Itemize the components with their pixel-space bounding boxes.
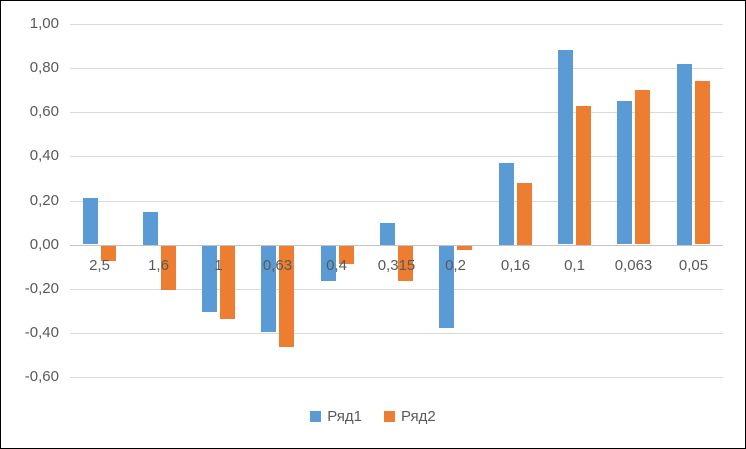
bar-series2-cat10	[635, 90, 650, 244]
x-axis-label: 2,5	[89, 257, 110, 274]
gridline	[70, 68, 723, 69]
bar-series1-cat11	[677, 64, 692, 245]
gridline	[70, 156, 723, 157]
y-axis-label: 1,00	[29, 15, 59, 32]
x-axis-label: 0,16	[500, 257, 531, 274]
x-axis-label: 0,315	[377, 257, 416, 274]
x-axis-label: 0,1	[564, 257, 585, 274]
bar-series1-cat2	[143, 212, 158, 245]
legend-item-1: Ряд1	[310, 408, 362, 425]
bar-series2-cat6	[398, 246, 413, 281]
bar-series2-cat1	[101, 246, 116, 261]
bar-series2-cat8	[517, 183, 532, 245]
y-axis-label: 0,40	[29, 147, 59, 164]
bar-series2-cat2	[161, 246, 176, 290]
legend: Ряд1 Ряд2	[1, 408, 745, 425]
gridline	[70, 333, 723, 334]
gridline	[70, 377, 723, 378]
x-axis-line	[70, 245, 723, 246]
bar-series1-cat3	[202, 246, 217, 312]
bar-series2-cat5	[339, 246, 354, 264]
bar-series1-cat10	[617, 101, 632, 244]
bar-series1-cat6	[380, 223, 395, 245]
bar-series2-cat3	[220, 246, 235, 319]
bar-series2-cat11	[695, 81, 710, 244]
gridline	[70, 112, 723, 113]
x-axis-label: 1,6	[148, 257, 169, 274]
y-axis-label: 0,00	[29, 236, 59, 253]
gridline	[70, 201, 723, 202]
x-axis-label: 1	[214, 257, 223, 274]
legend-label-series1: Ряд1	[327, 408, 362, 425]
bar-series1-cat4	[261, 246, 276, 332]
bar-series1-cat1	[83, 198, 98, 244]
x-axis-label: 0,063	[614, 257, 653, 274]
bar-series2-cat9	[576, 106, 591, 245]
gridline	[70, 24, 723, 25]
bar-series1-cat9	[558, 50, 573, 244]
x-axis-label: 0,63	[262, 257, 293, 274]
y-axis-label: -0,20	[24, 280, 59, 297]
y-axis-label: -0,40	[24, 324, 59, 341]
x-axis-label: 0,4	[326, 257, 347, 274]
legend-swatch-series2	[384, 411, 395, 422]
x-axis-label: 0,05	[678, 257, 709, 274]
legend-label-series2: Ряд2	[401, 408, 436, 425]
gridline	[70, 289, 723, 290]
x-axis-label: 0,2	[445, 257, 466, 274]
legend-swatch-series1	[310, 411, 322, 422]
legend-item-2: Ряд2	[384, 408, 436, 425]
y-axis-label: -0,60	[24, 368, 59, 385]
y-axis-label: 0,80	[29, 59, 59, 76]
bar-series2-cat7	[457, 246, 472, 250]
y-axis-label: 0,60	[29, 103, 59, 120]
bar-series1-cat7	[439, 246, 454, 328]
bar-series1-cat8	[499, 163, 514, 245]
y-axis-label: 0,20	[29, 192, 59, 209]
bar-series2-cat4	[279, 246, 294, 347]
bar-series1-cat5	[321, 246, 336, 281]
